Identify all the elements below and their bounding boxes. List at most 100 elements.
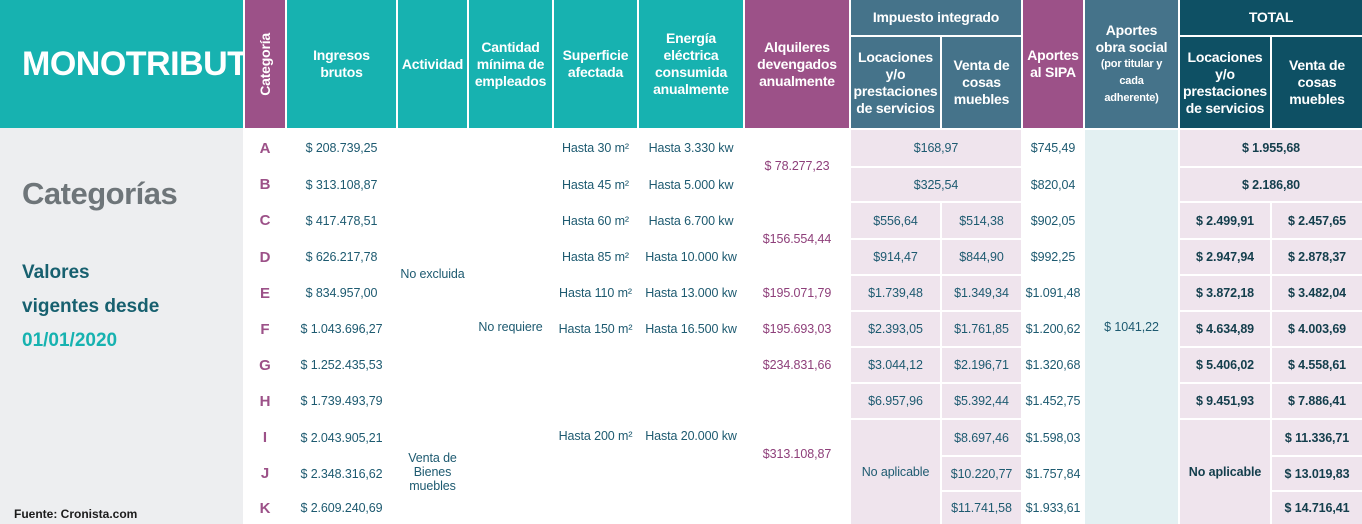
superficie-cell: Hasta 150 m² [554,312,637,346]
valores-line-1: Valores [22,262,90,283]
impuesto-locaciones-cell: $3.044,12 [851,348,940,382]
alquileres-cell: $195.693,03 [745,312,849,346]
category-letter: D [245,240,285,274]
sipa-cell: $1.598,03 [1023,420,1083,455]
total-venta-cell: $ 2.457,65 [1272,203,1362,238]
category-letter: G [245,348,285,382]
category-letter: J [245,457,285,490]
empleados-cell: No requiere [469,130,552,524]
category-letter: E [245,276,285,310]
impuesto-venta-cell: $11.741,58 [942,492,1021,524]
impuesto-venta-cell: $10.220,77 [942,457,1021,490]
header-imp-locaciones: Locaciones y/o prestaciones de servicios [851,37,940,128]
header-impuesto-group: Impuesto integrado [851,0,1021,35]
alquileres-cell: $ 78.277,23 [745,130,849,201]
sipa-cell: $1.091,48 [1023,276,1083,310]
total-venta-cell: $ 13.019,83 [1272,457,1362,490]
impuesto-venta-cell: $1.761,85 [942,312,1021,346]
total-locaciones-cell: $ 9.451,93 [1180,384,1270,418]
sidebar-heading: Categorías [22,176,178,211]
sipa-cell: $1.452,75 [1023,384,1083,418]
category-letter: C [245,203,285,238]
total-locaciones-cell: $ 4.634,89 [1180,312,1270,346]
total-no-aplicable: No aplicable [1180,420,1270,524]
total-combined-cell: $ 2.186,80 [1180,168,1362,201]
total-locaciones-cell: $ 3.872,18 [1180,276,1270,310]
energia-cell: Hasta 20.000 kw [639,348,743,524]
category-letter: K [245,492,285,524]
header-obra-social-note: (por titular y cada adherente) [1100,57,1163,104]
ingresos-cell: $ 1.043.696,27 [287,312,396,346]
total-locaciones-cell: $ 2.947,94 [1180,240,1270,274]
impuesto-venta-cell: $1.349,34 [942,276,1021,310]
superficie-cell: Hasta 30 m² [554,130,637,166]
total-venta-cell: $ 3.482,04 [1272,276,1362,310]
total-venta-cell: $ 11.336,71 [1272,420,1362,455]
impuesto-venta-cell: $514,38 [942,203,1021,238]
impuesto-locaciones-cell: $6.957,96 [851,384,940,418]
sipa-cell: $745,49 [1023,130,1083,166]
ingresos-cell: $ 1.739.493,79 [287,384,396,418]
total-venta-cell: $ 2.878,37 [1272,240,1362,274]
header-sipa: Aportes al SIPA [1023,0,1083,128]
header-alquileres: Alquileres devengados anualmente [745,0,849,128]
alquileres-cell: $156.554,44 [745,203,849,274]
header-ingresos: Ingresos brutos [287,0,396,128]
total-venta-cell: $ 4.558,61 [1272,348,1362,382]
valores-date: 01/01/2020 [22,330,118,351]
sipa-cell: $1.757,84 [1023,457,1083,490]
ingresos-cell: $ 2.043.905,21 [287,420,396,455]
valores-block: Valores vigentes desde 01/01/2020 [22,256,159,358]
category-letter: B [245,168,285,201]
impuesto-venta-cell: $5.392,44 [942,384,1021,418]
energia-cell: Hasta 6.700 kw [639,203,743,238]
impuesto-venta-cell: $8.697,46 [942,420,1021,455]
sipa-cell: $902,05 [1023,203,1083,238]
ingresos-cell: $ 834.957,00 [287,276,396,310]
actividad-no-excluida: No excluida [398,130,467,418]
header-categoria: Categoría [245,0,285,128]
obra-social-cell: $ 1041,22 [1085,130,1178,524]
header-superficie: Superficie afectada [554,0,637,128]
sipa-cell: $1.933,61 [1023,492,1083,524]
ingresos-cell: $ 1.252.435,53 [287,348,396,382]
total-locaciones-cell: $ 2.499,91 [1180,203,1270,238]
total-locaciones-cell: $ 5.406,02 [1180,348,1270,382]
ingresos-cell: $ 2.348.316,62 [287,457,396,490]
impuesto-venta-cell: $844,90 [942,240,1021,274]
superficie-cell: Hasta 60 m² [554,203,637,238]
superficie-cell: Hasta 45 m² [554,168,637,201]
superficie-cell: Hasta 200 m² [554,348,637,524]
category-letter: I [245,420,285,455]
total-combined-cell: $ 1.955,68 [1180,130,1362,166]
category-letter: A [245,130,285,166]
total-venta-cell: $ 4.003,69 [1272,312,1362,346]
page-title: MONOTRIBUTO [0,0,243,128]
impuesto-combined-cell: $325,54 [851,168,1021,201]
impuesto-locaciones-cell: $1.739,48 [851,276,940,310]
header-obra-social: Aportes obra social (por titular y cada a… [1085,0,1178,128]
alquileres-cell: $234.831,66 [745,348,849,382]
sipa-cell: $1.200,62 [1023,312,1083,346]
impuesto-venta-cell: $2.196,71 [942,348,1021,382]
header-actividad: Actividad [398,0,467,128]
impuesto-combined-cell: $168,97 [851,130,1021,166]
ingresos-cell: $ 417.478,51 [287,203,396,238]
ingresos-cell: $ 626.217,78 [287,240,396,274]
impuesto-locaciones-cell: $2.393,05 [851,312,940,346]
actividad-venta-bienes: Venta de Bienes muebles [398,420,467,524]
header-tot-venta: Venta de cosas muebles [1272,37,1362,128]
header-imp-venta: Venta de cosas muebles [942,37,1021,128]
energia-cell: Hasta 10.000 kw [639,240,743,274]
alquileres-cell: $313.108,87 [745,384,849,524]
sidebar [0,128,243,524]
header-categoria-label: Categoría [256,32,273,96]
header-tot-locaciones: Locaciones y/o prestaciones de servicios [1180,37,1270,128]
sipa-cell: $992,25 [1023,240,1083,274]
ingresos-cell: $ 313.108,87 [287,168,396,201]
ingresos-cell: $ 208.739,25 [287,130,396,166]
energia-cell: Hasta 3.330 kw [639,130,743,166]
ingresos-cell: $ 2.609.240,69 [287,492,396,524]
header-obra-social-label: Aportes obra social [1095,21,1168,55]
sipa-cell: $820,04 [1023,168,1083,201]
